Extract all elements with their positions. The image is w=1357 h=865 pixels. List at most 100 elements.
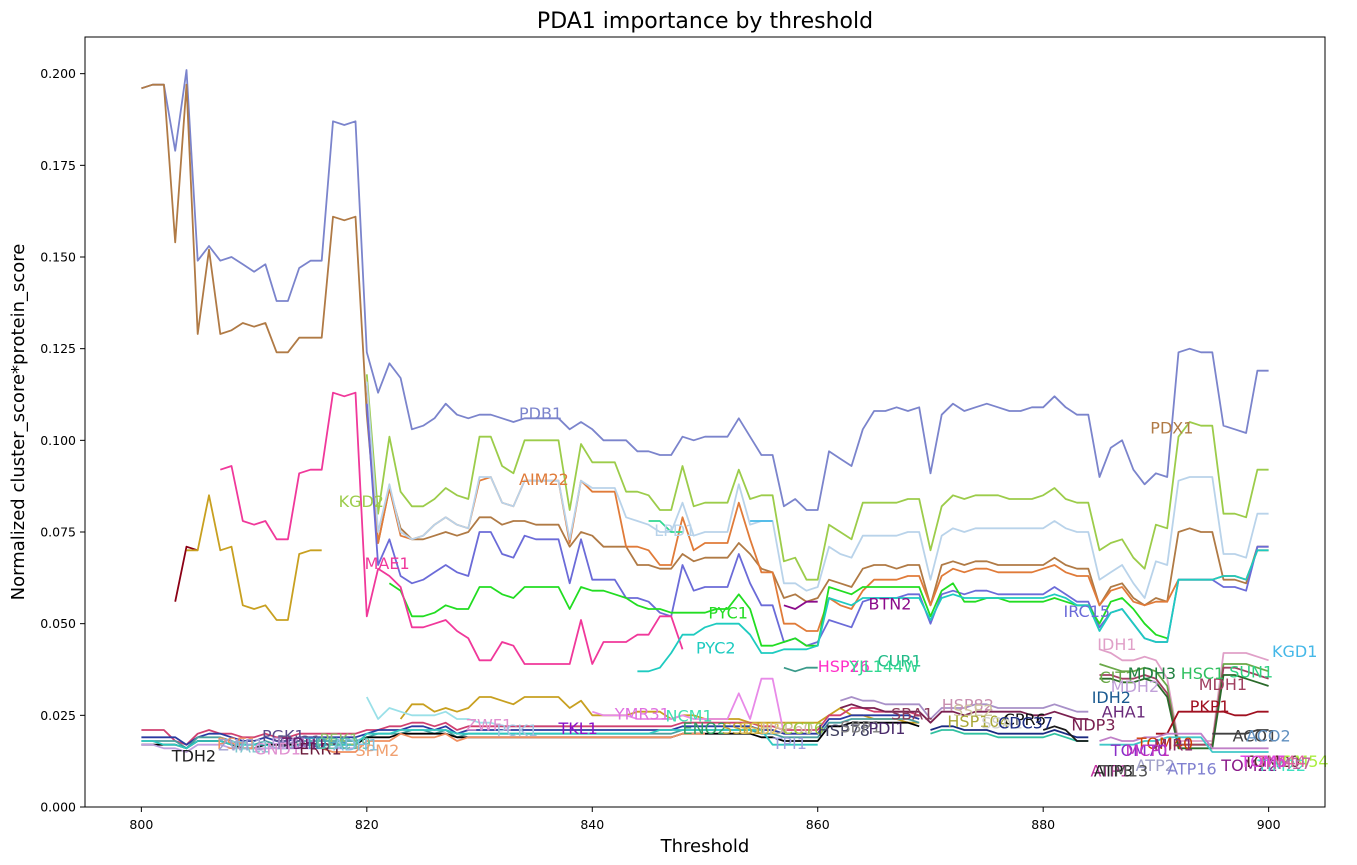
series-line-hsp26: [783, 666, 818, 673]
series-label-ssb1: SSB1: [722, 719, 763, 738]
x-axis: 800 820 840 860 880 900: [129, 807, 1281, 832]
series-label-mdh3: MDH3: [1128, 664, 1176, 683]
series-label-mdh2: MDH2: [1111, 677, 1159, 696]
series-label-atp3: ATP3: [1094, 761, 1133, 780]
series-label-zwf1: ZWF1: [218, 736, 264, 755]
series-label-cct6: CCT6: [782, 719, 824, 738]
x-tick-label: 860: [806, 817, 830, 832]
series-label-zwf1: ZWF1: [466, 716, 512, 735]
series-label-sse2: SSE2: [953, 701, 994, 720]
series-label-pyc1: PYC1: [708, 604, 748, 623]
series-label-mae1: MAE1: [365, 554, 410, 573]
series-label-sbp1: SBP1: [840, 717, 881, 736]
series-label-pdb1: PDB1: [519, 404, 562, 423]
series-label-hsp26: HSP26: [818, 657, 870, 676]
series-labels-layer: PDB1 PDX1 AIM22 KGD2 LPD1 MAE1 BTN2 IRC15 PYC1 PY…: [171, 404, 1329, 781]
series-label-sba1: SBA1: [891, 705, 933, 724]
series-label-eno2: ENO2: [683, 719, 728, 738]
y-tick-label: 0.025: [40, 708, 76, 723]
series-label-err1: ERR1: [299, 739, 342, 758]
series-label-atp2: ATP2: [1136, 756, 1175, 775]
series-line-32: [1099, 666, 1269, 746]
series-line-29: [1042, 725, 1089, 742]
series-label-idh1: IDH1: [1097, 635, 1136, 654]
series-line-tdh2: [174, 545, 198, 602]
series-label-aco2: ACO2: [1246, 727, 1291, 746]
series-line-34: [1155, 710, 1269, 735]
x-tick-label: 880: [1031, 817, 1055, 832]
series-label-ncm1: NCM1: [666, 706, 713, 725]
series-label-lpd1: LPD1: [654, 521, 695, 540]
series-label-tim13: TIM13: [1099, 761, 1149, 780]
series-label-tdh3: TDH3: [304, 734, 349, 753]
series-label-idh2: IDH2: [1092, 688, 1131, 707]
series-line-lpd1: [365, 381, 1269, 599]
series-label-tkl1: TKL1: [558, 719, 598, 738]
series-label-pkp1: PKP1: [1190, 697, 1230, 716]
series-label-pfk1: PFK1: [320, 730, 360, 749]
series-label-cit1: CIT1: [1100, 668, 1136, 687]
y-axis: 0.000 0.025 0.050 0.075 0.100 0.125 0.150 0.175…: [40, 66, 85, 815]
series-layer: [141, 69, 1269, 753]
series-label-cpr6: CPR6: [1004, 710, 1046, 729]
x-tick-label: 840: [580, 817, 604, 832]
x-tick-label: 800: [129, 817, 153, 832]
series-label-hsp104: HSP104: [947, 712, 1009, 731]
series-label-cur1: CUR1: [878, 651, 922, 670]
series-label-tom20: TOM20: [1243, 752, 1301, 771]
plot-frame: [84, 36, 1326, 808]
series-label-hsp82: HSP82: [942, 695, 994, 714]
y-tick-label: 0.050: [40, 616, 76, 631]
series-line-10: [186, 494, 322, 621]
series-line-pdb1: [141, 69, 1269, 511]
series-label-tdh2: TDH2: [171, 747, 216, 766]
series-label-aco1: ACO1: [1233, 727, 1278, 746]
x-tick-label: 820: [355, 817, 379, 832]
y-tick-label: 0.150: [40, 250, 76, 265]
series-label-hsp60: HSP60: [761, 719, 813, 738]
series-line-27: [930, 725, 1089, 739]
series-line-pdx1: [141, 83, 1269, 607]
series-label-tpi1: TPI1: [772, 734, 807, 753]
series-label-tom22: TOM22: [1220, 756, 1278, 775]
series-label-pck1: PCK1: [497, 721, 539, 740]
series-label-pfk2: PFK2: [271, 734, 311, 753]
series-label-tom5: TOM5: [1240, 752, 1287, 771]
series-label-tom40: TOM40: [1136, 734, 1194, 753]
series-line-18: [141, 707, 920, 746]
series-label-mir1: MIR1: [1154, 736, 1194, 755]
series-line-cit1: [648, 520, 683, 533]
series-label-aha1: AHA1: [1102, 703, 1146, 722]
series-label-irc15: IRC15: [1064, 602, 1111, 621]
y-axis-label: Normalized cluster_score*protein_score: [8, 244, 29, 601]
series-label-atp1: ATP1: [1091, 761, 1130, 780]
series-label-tim22: TIM22: [1256, 756, 1306, 775]
series-line-btn2: [783, 600, 818, 610]
series-line-22: [321, 732, 705, 753]
series-label-cdc37: CDC37: [998, 714, 1053, 733]
series-label-pyc2: PYC2: [696, 639, 736, 658]
series-line-28: [930, 729, 1089, 742]
series-label-tim44: TIM44: [1256, 752, 1306, 771]
series-label-spm2: SPM2: [356, 741, 400, 760]
x-tick-label: 900: [1257, 817, 1281, 832]
series-line-pyc1: [388, 582, 1168, 647]
series-line-26: [840, 703, 1089, 724]
y-tick-label: 0.125: [40, 341, 76, 356]
series-line-kgd2: [365, 374, 1269, 581]
series-label-fba1: FBA1: [277, 734, 318, 753]
series-label-aim22: AIM22: [519, 470, 569, 489]
series-line-36: [1099, 732, 1269, 750]
y-tick-label: 0.175: [40, 158, 76, 173]
series-label-mdh1: MDH1: [1199, 675, 1247, 694]
series-label-pse1: PSE1: [217, 734, 257, 753]
series-line-25: [840, 696, 1089, 720]
series-line-mae1: [220, 391, 684, 665]
series-line-pyc2: [637, 549, 1269, 673]
series-line-30: [1099, 648, 1269, 742]
series-label-cdc19: CDC19: [316, 734, 371, 753]
series-label-tdh1: TDH1: [281, 734, 326, 753]
series-label-tal1: TAL1: [231, 738, 271, 757]
series-line-33: [1099, 674, 1269, 750]
y-tick-label: 0.100: [40, 433, 76, 448]
